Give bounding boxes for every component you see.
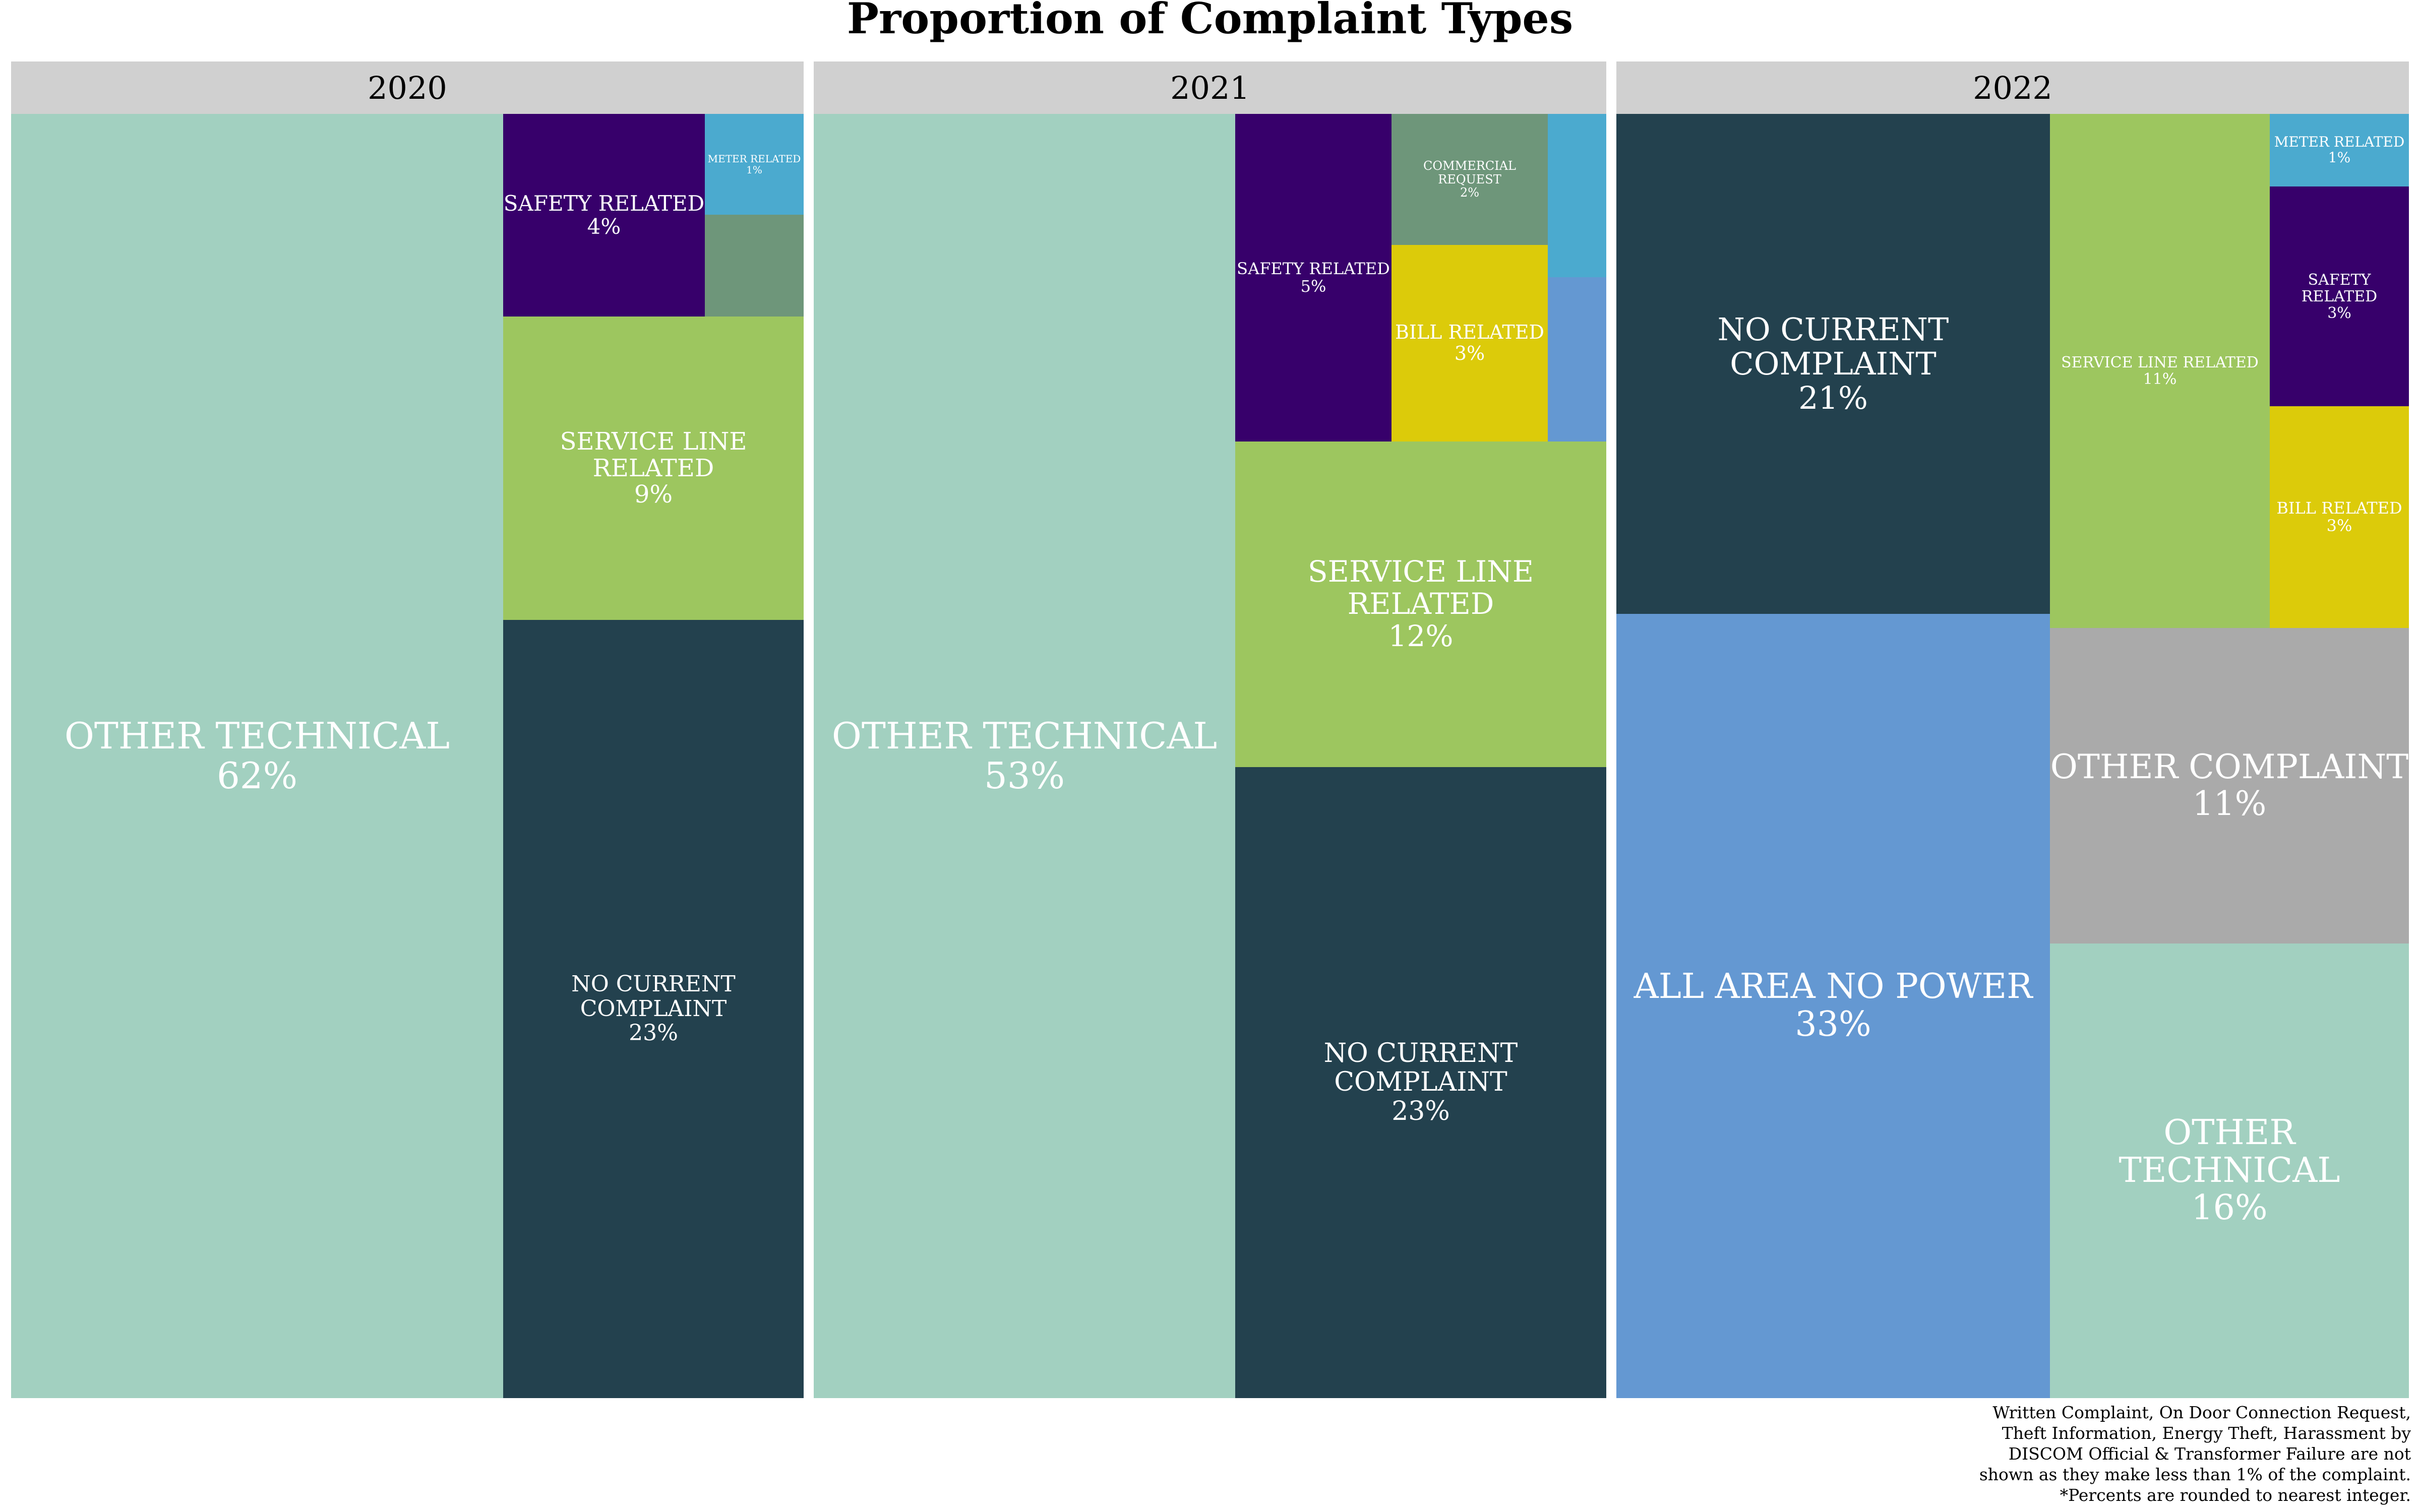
treemap-tile: OTHER TECHNICAL 16% xyxy=(2050,943,2409,1398)
tile-category-label: NO CURRENT COMPLAINT xyxy=(571,971,736,1022)
footnote-line: Theft Information, Energy Theft, Harassm… xyxy=(2002,1423,2411,1443)
tile-category-label: SAFETY RELATED xyxy=(503,191,705,216)
treemap-tile: BILL RELATED 3% xyxy=(1392,245,1548,442)
tile-percent-label: 33% xyxy=(1795,1004,1871,1044)
tile-category-label: OTHER TECHNICAL xyxy=(64,714,450,757)
tile-category-label: METER RELATED xyxy=(2274,134,2405,151)
treemap-tile: SERVICE LINE RELATED 12% xyxy=(1235,442,1606,767)
tile-category-label: METER RELATED xyxy=(707,153,801,165)
panel-2020: 2020 OTHER TECHNICAL 62% NO CURRENT COMPLA… xyxy=(11,61,804,1398)
tile-category-label: ALL AREA NO POWER xyxy=(1634,967,2033,1007)
tile-percent-label: 5% xyxy=(1300,277,1326,296)
tile-percent-label: 23% xyxy=(629,1020,678,1046)
treemap-tile xyxy=(1548,277,1606,442)
treemap-tile xyxy=(1548,114,1606,277)
tile-percent-label: 16% xyxy=(2191,1188,2268,1228)
treemap-tile: ALL AREA NO POWER 33% xyxy=(1616,614,2050,1398)
chart-title: Proportion of Complaint Types xyxy=(846,0,1574,43)
treemap-tile xyxy=(705,215,804,317)
tile-percent-label: 11% xyxy=(2192,784,2267,823)
tile-category-label: BILL RELATED xyxy=(1395,321,1544,344)
tile-category-label: NO CURRENT COMPLAINT xyxy=(1717,310,1949,382)
tile-category-label: SERVICE LINE RELATED xyxy=(560,427,747,482)
treemap-tile: COMMERCIAL REQUEST 2% xyxy=(1392,114,1548,245)
treemap-tile: OTHER TECHNICAL 62% xyxy=(11,114,503,1398)
footnote: Written Complaint, On Door Connection Re… xyxy=(1907,1402,2411,1505)
treemap-tile: OTHER TECHNICAL 53% xyxy=(814,114,1235,1398)
treemap-tile: SERVICE LINE RELATED 11% xyxy=(2050,114,2270,628)
panel-strip-label: 2020 xyxy=(11,61,804,114)
tile-percent-label: 12% xyxy=(1388,618,1454,653)
tile-percent-label: 23% xyxy=(1392,1096,1450,1126)
treemap-tile: SAFETY RELATED 5% xyxy=(1235,114,1392,442)
treemap-tile: METER RELATED 1% xyxy=(2270,114,2409,186)
treemap-tile: BILL RELATED 3% xyxy=(2270,406,2409,628)
tile-category-label: NO CURRENT COMPLAINT xyxy=(1323,1038,1518,1098)
tile-category-label: SERVICE LINE RELATED xyxy=(2061,354,2259,371)
tile-percent-label: 3% xyxy=(1454,342,1485,364)
tile-percent-label: 3% xyxy=(2327,304,2351,322)
tile-percent-label: 11% xyxy=(2143,370,2177,388)
tile-category-label: COMMERCIAL REQUEST xyxy=(1423,159,1516,186)
tile-percent-label: 1% xyxy=(2328,149,2351,166)
tile-category-label: OTHER COMPLAINT xyxy=(2050,747,2409,787)
treemap-tile: SERVICE LINE RELATED 9% xyxy=(503,317,804,620)
tile-category-label: OTHER TECHNICAL xyxy=(831,714,1218,757)
tile-percent-label: 3% xyxy=(2326,516,2352,535)
tile-category-label: OTHER TECHNICAL xyxy=(2119,1112,2340,1190)
tile-category-label: BILL RELATED xyxy=(2276,498,2402,518)
tile-percent-label: 53% xyxy=(984,754,1065,797)
treemap-area: ALL AREA NO POWER 33% NO CURRENT COMPLAINT… xyxy=(1616,114,2409,1398)
panel-2022: 2022 ALL AREA NO POWER 33% NO CURRENT COMP… xyxy=(1616,61,2409,1398)
treemap-tile: NO CURRENT COMPLAINT 21% xyxy=(1616,114,2050,614)
treemap-tile: NO CURRENT COMPLAINT 23% xyxy=(1235,767,1606,1398)
tile-percent-label: 62% xyxy=(216,754,298,797)
panel-2021: 2021 OTHER TECHNICAL 53% NO CURRENT COMPLA… xyxy=(814,61,1606,1398)
tile-percent-label: 1% xyxy=(746,164,762,176)
treemap-tile: OTHER COMPLAINT 11% xyxy=(2050,628,2409,943)
treemap-tile: METER RELATED 1% xyxy=(705,114,804,215)
treemap-tile: NO CURRENT COMPLAINT 23% xyxy=(503,620,804,1398)
tile-percent-label: 4% xyxy=(587,214,621,239)
treemap-area: OTHER TECHNICAL 53% NO CURRENT COMPLAINT 23… xyxy=(814,114,1606,1398)
footnote-line: DISCOM Official & Transformer Failure ar… xyxy=(2008,1444,2411,1464)
tile-percent-label: 9% xyxy=(634,480,673,509)
tile-percent-label: 21% xyxy=(1798,380,1868,417)
footnote-line: *Percents are rounded to nearest integer… xyxy=(2060,1485,2411,1505)
treemap-tile: SAFETY RELATED 3% xyxy=(2270,186,2409,406)
footnote-line: Written Complaint, On Door Connection Re… xyxy=(1992,1403,2411,1422)
panel-strip-label: 2021 xyxy=(814,61,1606,114)
tile-category-label: SERVICE LINE RELATED xyxy=(1307,554,1534,621)
panel-strip-label: 2022 xyxy=(1616,61,2409,114)
tile-category-label: SAFETY RELATED xyxy=(1237,259,1390,278)
treemap-tile: SAFETY RELATED 4% xyxy=(503,114,705,317)
treemap-area: OTHER TECHNICAL 62% NO CURRENT COMPLAINT 23… xyxy=(11,114,804,1398)
tile-category-label: SAFETY RELATED xyxy=(2301,271,2378,305)
footnote-line: shown as they make less than 1% of the c… xyxy=(1979,1465,2411,1484)
tile-percent-label: 2% xyxy=(1460,185,1480,200)
